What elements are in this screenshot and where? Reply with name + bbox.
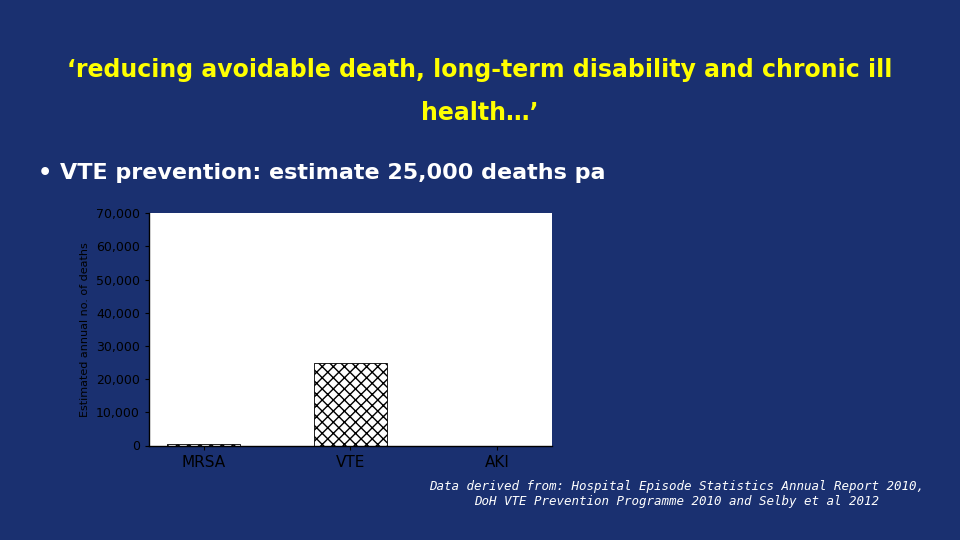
Text: ‘reducing avoidable death, long-term disability and chronic ill: ‘reducing avoidable death, long-term dis…	[67, 58, 893, 82]
Text: health…’: health…’	[421, 102, 539, 125]
Y-axis label: Estimated annual no. of deaths: Estimated annual no. of deaths	[81, 242, 90, 417]
Text: Data derived from: Hospital Episode Statistics Annual Report 2010,
DoH VTE Preve: Data derived from: Hospital Episode Stat…	[429, 480, 924, 508]
Bar	[314, 362, 387, 446]
Text: • VTE prevention: estimate 25,000 deaths pa: • VTE prevention: estimate 25,000 deaths…	[38, 163, 606, 183]
Bar	[167, 443, 240, 446]
